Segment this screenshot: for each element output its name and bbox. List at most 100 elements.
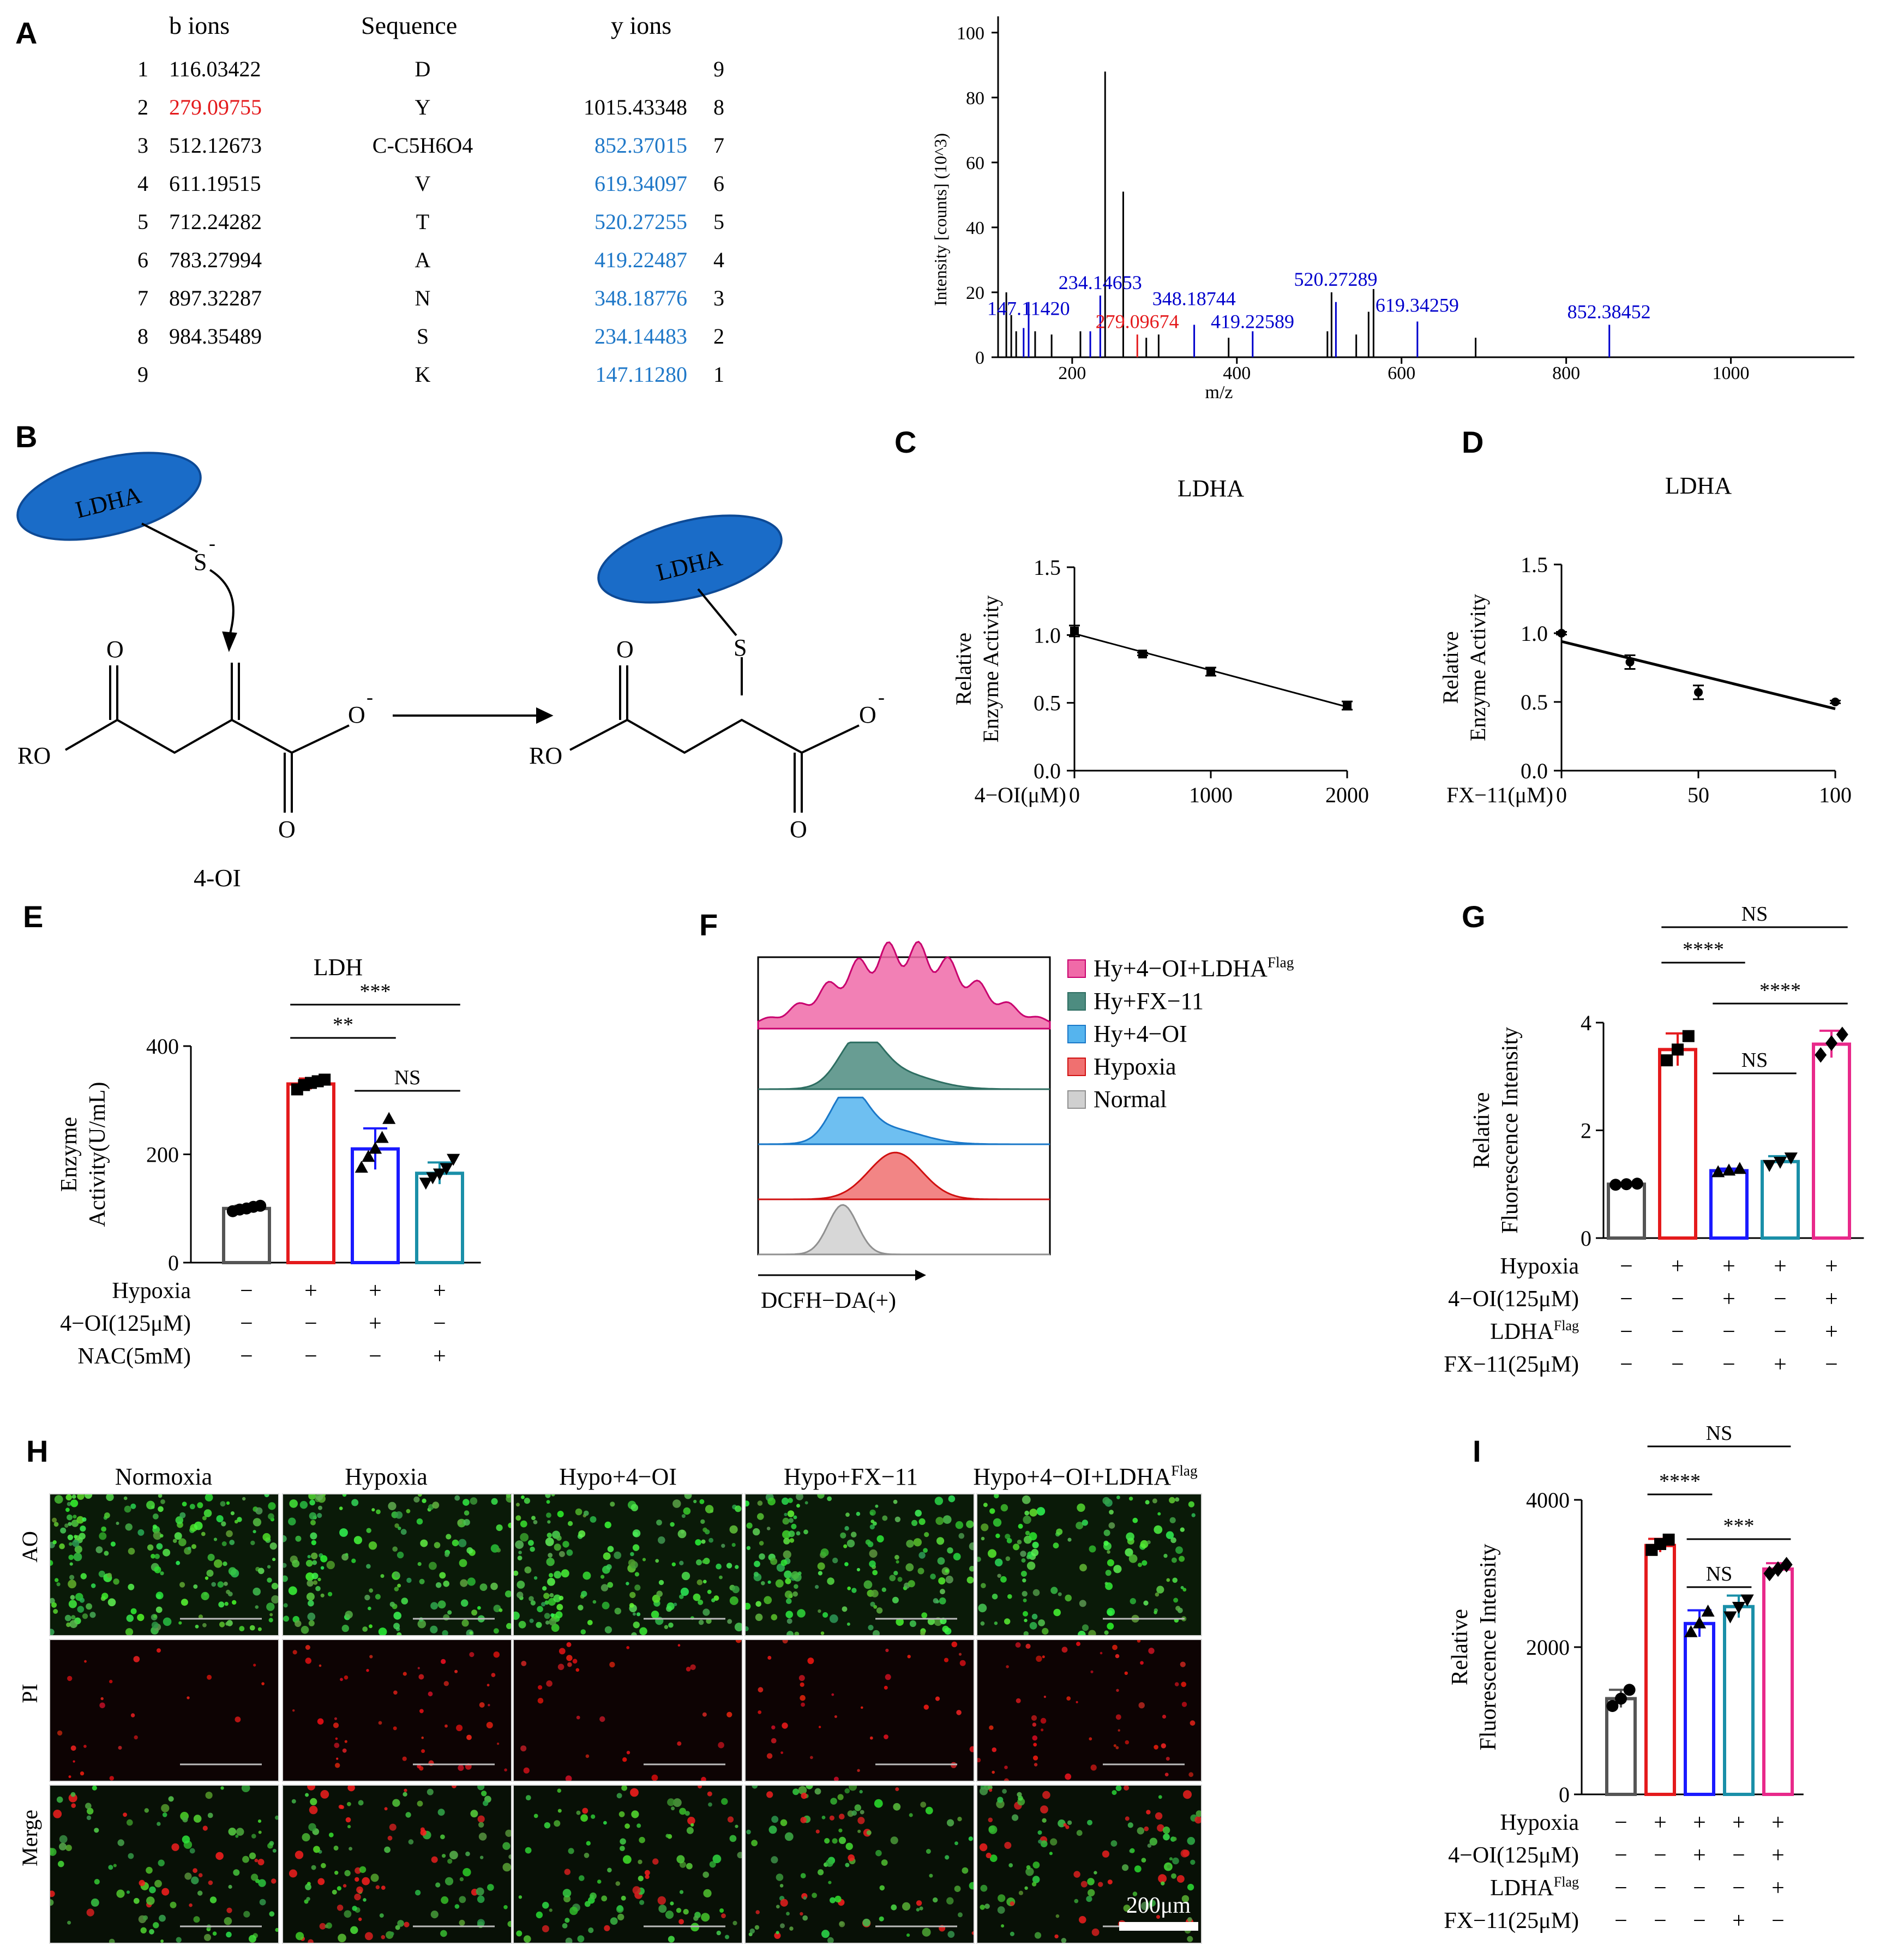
table-header-sequence: Sequence bbox=[361, 11, 457, 39]
cell-signal bbox=[705, 1505, 714, 1513]
cell-signal bbox=[65, 1507, 70, 1512]
cell-signal bbox=[542, 1902, 549, 1909]
condition-value: + bbox=[1771, 1810, 1785, 1835]
legend-swatch bbox=[1067, 1090, 1086, 1109]
cell-signal bbox=[305, 1645, 310, 1650]
cell-signal bbox=[66, 1622, 71, 1627]
cell-signal bbox=[87, 1807, 94, 1815]
cell-signal bbox=[460, 1579, 468, 1587]
bar bbox=[1709, 1169, 1749, 1240]
cell-signal bbox=[780, 1819, 788, 1827]
cell-signal bbox=[248, 1935, 256, 1943]
cell-signal bbox=[1115, 1786, 1122, 1791]
cell-signal bbox=[344, 1910, 352, 1918]
table-cell-y-ion: 147.11280 bbox=[595, 362, 687, 387]
cell-signal bbox=[938, 1577, 946, 1585]
cell-signal bbox=[881, 1859, 888, 1866]
cell-signal bbox=[224, 1582, 228, 1586]
cell-signal bbox=[417, 1562, 422, 1566]
cell-signal bbox=[100, 1697, 104, 1701]
table-cell-sequence: S bbox=[417, 324, 429, 349]
data-point bbox=[1831, 698, 1840, 706]
cell-signal bbox=[442, 1854, 446, 1858]
cell-signal bbox=[430, 1602, 438, 1610]
bar bbox=[1658, 1048, 1697, 1240]
cell-signal bbox=[644, 1870, 650, 1876]
cell-signal bbox=[1090, 1764, 1097, 1771]
cell-signal bbox=[76, 1516, 85, 1524]
cell-signal bbox=[195, 1624, 199, 1629]
panel-label-d: D bbox=[1462, 425, 1483, 459]
cell-signal bbox=[1181, 1681, 1187, 1687]
cell-signal bbox=[83, 1745, 87, 1748]
cell-signal bbox=[465, 1851, 470, 1857]
y-tick-label: 400 bbox=[146, 1034, 179, 1059]
cell-signal bbox=[848, 1854, 855, 1861]
cell-signal bbox=[334, 1743, 340, 1748]
cell-signal bbox=[780, 1899, 788, 1907]
cell-signal bbox=[784, 1570, 792, 1579]
cell-signal bbox=[516, 1503, 520, 1507]
condition-value: − bbox=[1654, 1908, 1667, 1933]
x-tick-label: 1000 bbox=[1189, 783, 1233, 807]
cell-signal bbox=[92, 1786, 97, 1791]
cell-signal bbox=[656, 1590, 663, 1597]
cell-signal bbox=[502, 1842, 510, 1850]
cell-signal bbox=[801, 1792, 807, 1799]
cell-signal bbox=[86, 1603, 92, 1610]
table-row-index: 9 bbox=[137, 362, 148, 387]
cell-signal bbox=[421, 1749, 425, 1753]
table-cell-b-ion: 783.27994 bbox=[169, 248, 262, 272]
cell-signal bbox=[1017, 1792, 1022, 1797]
oxygen-6-charge: - bbox=[878, 686, 885, 708]
cell-signal bbox=[1012, 1814, 1019, 1821]
cell-signal bbox=[292, 1650, 297, 1655]
cell-signal bbox=[69, 1620, 78, 1629]
cell-signal bbox=[463, 1868, 471, 1877]
cell-signal bbox=[153, 1531, 162, 1540]
cell-signal bbox=[215, 1852, 224, 1860]
cell-signal bbox=[580, 1814, 588, 1822]
cell-signal bbox=[1078, 1630, 1086, 1635]
scale-bar bbox=[1119, 1922, 1198, 1931]
cell-signal bbox=[311, 1865, 316, 1870]
cell-signal bbox=[1020, 1551, 1026, 1557]
cell-signal bbox=[564, 1869, 570, 1875]
cell-signal bbox=[854, 1804, 861, 1811]
cell-signal bbox=[67, 1514, 73, 1521]
cell-signal bbox=[875, 1849, 882, 1857]
cell-signal bbox=[1050, 1838, 1058, 1846]
cell-signal bbox=[577, 1935, 585, 1943]
cell-signal bbox=[785, 1611, 793, 1618]
cell-signal bbox=[726, 1563, 732, 1569]
condition-value: − bbox=[1722, 1319, 1735, 1344]
cell-signal bbox=[430, 1625, 438, 1633]
cell-signal bbox=[1067, 1820, 1072, 1825]
legend-swatch bbox=[1067, 959, 1086, 978]
cell-signal bbox=[830, 1897, 836, 1903]
data-point bbox=[1692, 1616, 1707, 1629]
cell-signal bbox=[771, 1816, 779, 1823]
cell-signal bbox=[445, 1552, 449, 1557]
cell-signal bbox=[638, 1876, 644, 1882]
cell-signal bbox=[1154, 1611, 1157, 1614]
data-point bbox=[319, 1073, 331, 1086]
cell-signal bbox=[603, 1552, 611, 1560]
cell-signal bbox=[923, 1548, 928, 1553]
cell-signal bbox=[549, 1618, 557, 1626]
cell-signal bbox=[269, 1911, 275, 1917]
cell-signal bbox=[768, 1825, 777, 1834]
cell-signal bbox=[1166, 1757, 1170, 1761]
table-cell-sequence: T bbox=[416, 209, 429, 234]
cell-signal bbox=[670, 1901, 674, 1906]
cell-signal bbox=[1094, 1871, 1097, 1875]
cell-signal bbox=[320, 1593, 325, 1597]
cell-signal bbox=[107, 1598, 116, 1607]
cell-signal bbox=[721, 1798, 728, 1805]
table-row-index: 6 bbox=[137, 248, 148, 272]
cell-signal bbox=[375, 1885, 380, 1889]
cell-signal bbox=[1158, 1795, 1162, 1799]
cell-signal bbox=[587, 1620, 593, 1625]
cell-signal bbox=[918, 1552, 926, 1559]
table-cell-b-ion: 984.35489 bbox=[169, 324, 262, 349]
